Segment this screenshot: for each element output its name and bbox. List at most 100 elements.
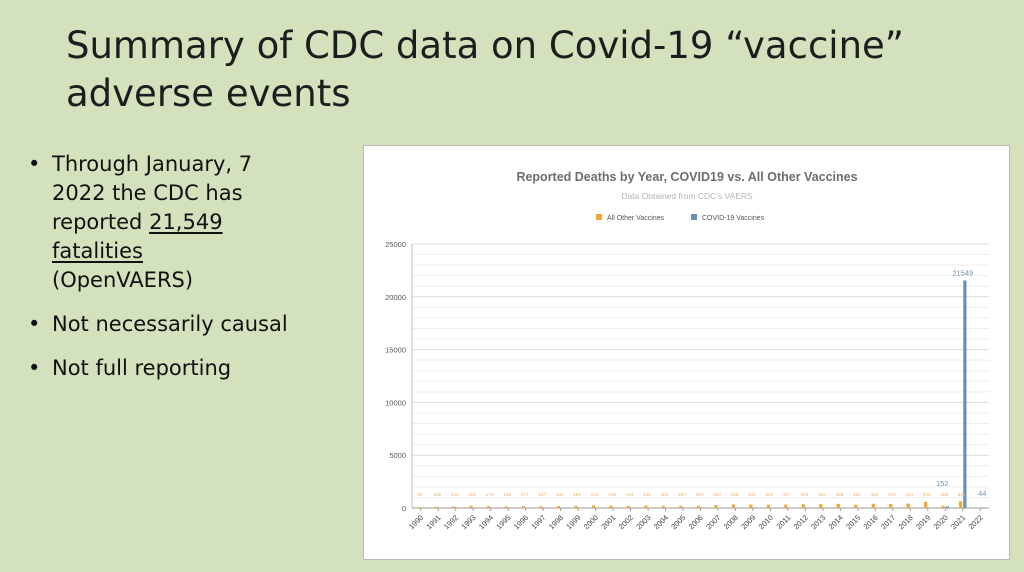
- data-label: 202: [468, 492, 476, 498]
- bullet-item-reporting: • Not full reporting: [26, 354, 346, 383]
- bar-other: [452, 506, 456, 508]
- x-tick-label: 2010: [757, 513, 775, 531]
- bullet-dot-icon: •: [28, 152, 41, 176]
- x-tick-label: 2012: [792, 513, 810, 531]
- chart-legend: All Other Vaccines COVID-19 Vaccines: [596, 214, 765, 222]
- bar-other: [521, 506, 526, 508]
- bullet-text: Through January, 7: [52, 152, 253, 176]
- data-label: 186: [556, 492, 564, 498]
- bar-other: [574, 505, 578, 508]
- data-label: 184: [626, 492, 634, 498]
- legend-swatch-icon: [691, 214, 697, 220]
- data-label: 152: [936, 479, 949, 488]
- x-tick-label: 1991: [424, 513, 442, 531]
- x-axis: 1990 1991 1992 1993 1994 1995 1996 1997 1998 1999…: [407, 508, 985, 531]
- bar-other: [626, 506, 631, 508]
- bullet-dot-icon: •: [28, 312, 41, 336]
- bar-other: [417, 507, 421, 509]
- bar-other: [644, 505, 648, 508]
- x-tick-label: 2018: [897, 513, 915, 531]
- bar-other: [854, 504, 858, 508]
- bar-other: [749, 504, 753, 508]
- bar-other: [556, 506, 561, 508]
- data-label: 201: [661, 492, 669, 498]
- bar-other: [696, 505, 700, 508]
- data-label: 284: [713, 492, 721, 498]
- data-label: 167: [538, 492, 546, 498]
- x-tick-label: 2004: [652, 513, 670, 531]
- slide-title: Summary of CDC data on Covid-19 “vaccine…: [66, 22, 966, 118]
- data-label: 105: [433, 492, 441, 498]
- data-label: 203: [695, 492, 703, 498]
- data-label: 336: [730, 492, 738, 498]
- x-tick-label: 1999: [564, 513, 582, 531]
- data-label: 174: [486, 492, 494, 498]
- x-tick-label: 1996: [512, 513, 530, 531]
- bullet-text: 2022 the CDC has: [52, 181, 243, 205]
- data-label: 376: [888, 492, 896, 498]
- bar-other: [801, 504, 805, 508]
- data-label: 356: [800, 492, 808, 498]
- value-labels: 69 105 146 202 174 156 177 167 186 191 241 216 184 22…: [417, 268, 986, 498]
- bar-other: [714, 505, 718, 508]
- bar-other: [784, 504, 788, 508]
- slide-title-line2: adverse events: [66, 72, 351, 115]
- x-tick-label: 1990: [407, 513, 425, 531]
- bar-other: [906, 503, 910, 508]
- bar-other: [504, 506, 508, 508]
- bullet-item-fatalities: • Through January, 7 2022 the CDC has re…: [26, 150, 346, 295]
- x-tick-label: 2016: [862, 513, 880, 531]
- data-label: 403: [870, 492, 878, 498]
- data-label: 146: [451, 492, 459, 498]
- y-tick-label: 5000: [389, 451, 406, 460]
- x-tick-label: 2011: [775, 513, 793, 531]
- fatality-count: 21,549: [149, 210, 223, 234]
- x-tick-label: 2021: [949, 513, 967, 531]
- x-tick-label: 1997: [529, 513, 547, 531]
- x-tick-label: 1993: [459, 513, 477, 531]
- bar-other: [871, 503, 875, 508]
- bullet-text: Not necessarily causal: [52, 312, 288, 336]
- data-label: 327: [783, 492, 791, 498]
- data-label: 334: [748, 492, 756, 498]
- data-label: 44: [978, 489, 986, 498]
- legend-label: COVID-19 Vaccines: [702, 215, 765, 222]
- chart-subtitle: Data Obtained from CDC's VAERS: [621, 191, 753, 201]
- chart-title: Reported Deaths by Year, COVID19 vs. All…: [516, 170, 857, 184]
- legend-label: All Other Vaccines: [607, 215, 665, 222]
- data-label: 304: [765, 492, 773, 498]
- x-tick-label: 2008: [722, 513, 740, 531]
- y-tick-label: 0: [402, 504, 406, 513]
- bullet-text: Not full reporting: [52, 356, 232, 380]
- chart-panel: 0 5000 10000 15000 20000 25000 69 105 146 202 174…: [363, 145, 1010, 560]
- y-tick-label: 10000: [385, 398, 406, 407]
- bullet-dot-icon: •: [28, 356, 41, 380]
- x-tick-label: 2001: [599, 513, 617, 531]
- y-tick-label: 20000: [385, 293, 406, 302]
- fatalities-word: fatalities: [52, 239, 143, 263]
- y-tick-label: 15000: [385, 346, 406, 355]
- data-label: 225: [643, 492, 651, 498]
- data-label: 605: [923, 492, 931, 498]
- bar-other: [486, 506, 491, 508]
- bar-other: [836, 503, 840, 508]
- bar-other: [924, 501, 928, 508]
- data-label: 641: [958, 492, 966, 498]
- bar-other: [889, 504, 893, 508]
- bullet-text: (OpenVAERS): [52, 268, 194, 292]
- bullet-item-causal: • Not necessarily causal: [26, 310, 346, 339]
- bar-other: [469, 505, 473, 508]
- x-tick-label: 2014: [827, 513, 845, 531]
- data-label: 69: [417, 492, 423, 498]
- bar-other: [766, 504, 770, 508]
- grid-lines: [412, 243, 989, 509]
- x-tick-label: 2019: [914, 513, 932, 531]
- bar-other: [434, 506, 438, 508]
- bullet-list: • Through January, 7 2022 the CDC has re…: [26, 150, 346, 398]
- data-label: 191: [573, 492, 581, 498]
- data-label: 21549: [952, 268, 973, 277]
- bar-covid: [945, 506, 949, 508]
- bullet-text: reported: [52, 210, 150, 234]
- data-label: 156: [503, 492, 511, 498]
- x-tick-label: 2017: [879, 513, 897, 531]
